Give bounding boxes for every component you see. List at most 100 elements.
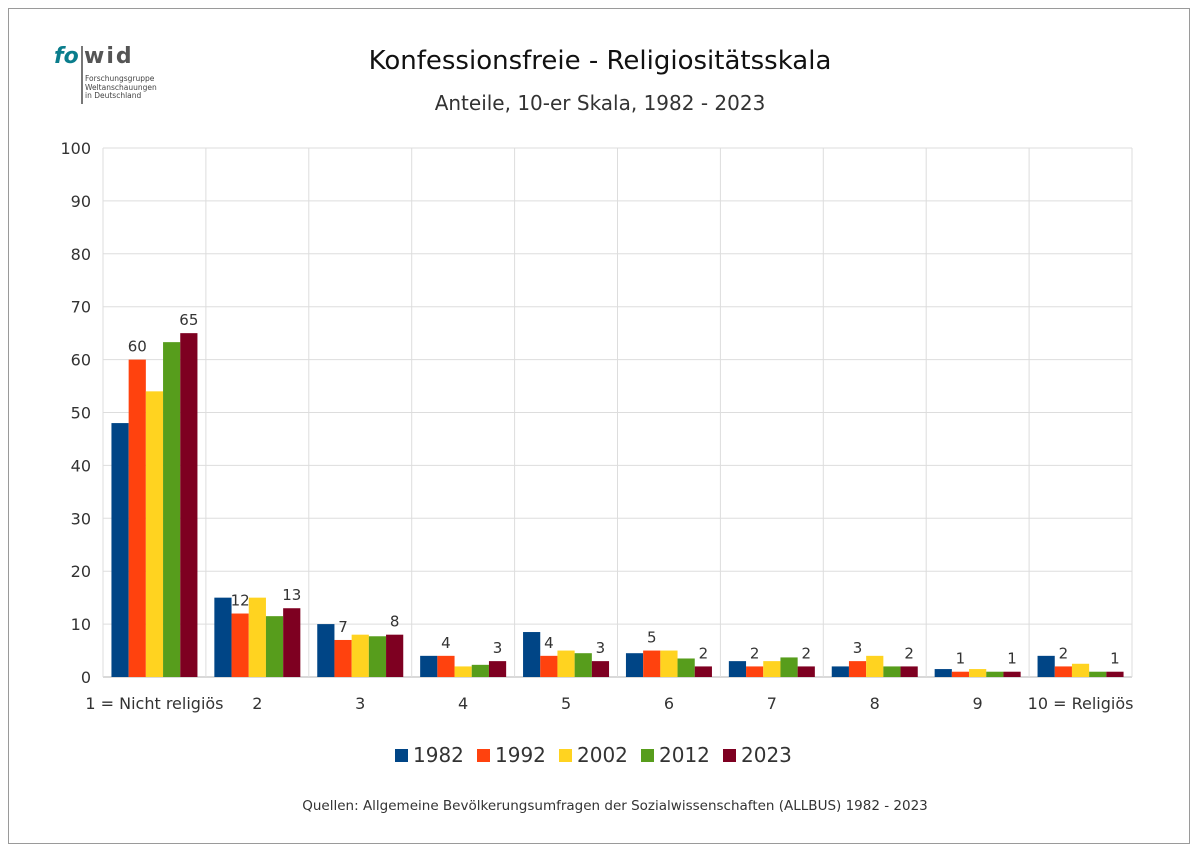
bar-2012-cat-1 — [163, 342, 181, 677]
bar-1982-cat-10 — [1037, 655, 1055, 677]
bar-1992-cat-2 — [231, 613, 249, 677]
bar-2002-cat-6 — [660, 650, 678, 677]
legend: 1982 1992 2002 2012 2023 — [395, 743, 792, 767]
data-label: 12 — [231, 592, 250, 610]
logo-text-wid: wid — [84, 44, 134, 69]
y-tick-label: 50 — [71, 404, 91, 423]
bar-1992-cat-1 — [128, 359, 146, 677]
legend-swatch-2012 — [641, 749, 654, 762]
bar-2002-cat-8 — [866, 655, 884, 677]
y-tick-label: 30 — [71, 509, 91, 528]
bar-2002-cat-5 — [557, 650, 575, 677]
bar-2023-cat-3 — [386, 634, 404, 677]
data-label: 1 — [956, 650, 966, 668]
y-tick-label: 80 — [71, 245, 91, 264]
data-label: 2 — [1059, 644, 1069, 662]
bar-1982-cat-5 — [523, 632, 541, 677]
bar-2002-cat-2 — [248, 597, 266, 677]
bar-2012-cat-2 — [265, 616, 284, 677]
data-label: 1 — [1110, 650, 1120, 668]
source-note: Quellen: Allgemeine Bevölkerungsumfragen… — [302, 798, 928, 814]
fowid-logo: fo wid Forschungsgruppe Weltanschauungen… — [54, 44, 164, 108]
bar-1992-cat-3 — [334, 639, 352, 677]
x-tick-label: 4 — [458, 694, 468, 713]
bar-2012-cat-7 — [780, 657, 798, 677]
data-label: 5 — [647, 629, 657, 647]
bar-2002-cat-1 — [145, 391, 164, 677]
legend-label-2023: 2023 — [741, 743, 792, 767]
bar-2002-cat-4 — [454, 666, 472, 677]
legend-label-2002: 2002 — [577, 743, 628, 767]
x-tick-label: 5 — [561, 694, 571, 713]
bar-2012-cat-3 — [368, 636, 387, 677]
bar-2023-cat-6 — [694, 666, 712, 677]
bar-1992-cat-5 — [540, 655, 558, 677]
x-tick-label: 3 — [355, 694, 365, 713]
bar-1992-cat-8 — [848, 661, 867, 677]
x-tick-label: 6 — [664, 694, 674, 713]
bar-2023-cat-10 — [1106, 671, 1124, 677]
data-label: 2 — [699, 644, 709, 662]
bar-2012-cat-8 — [883, 666, 901, 677]
legend-swatch-2023 — [723, 749, 736, 762]
bar-2012-cat-5 — [574, 653, 592, 677]
bar-2012-cat-6 — [677, 658, 695, 677]
bar-2012-cat-4 — [471, 664, 489, 677]
y-tick-label: 70 — [71, 298, 91, 317]
bar-1982-cat-6 — [625, 653, 644, 677]
x-tick-label: 8 — [870, 694, 880, 713]
chart-subtitle: Anteile, 10-er Skala, 1982 - 2023 — [434, 91, 766, 115]
bar-2023-cat-8 — [900, 666, 918, 677]
x-tick-label: 10 = Religiös — [1028, 694, 1134, 713]
grid-lines — [102, 147, 1133, 678]
bar-1982-cat-3 — [317, 624, 335, 677]
bar-2002-cat-10 — [1071, 663, 1090, 677]
bar-2002-cat-9 — [969, 669, 987, 677]
data-label: 8 — [390, 613, 400, 631]
data-label: 65 — [179, 311, 198, 329]
bar-1982-cat-7 — [728, 661, 747, 677]
bar-1982-cat-4 — [420, 655, 438, 677]
y-tick-label: 60 — [71, 351, 91, 370]
x-tick-label: 9 — [973, 694, 983, 713]
bar-2023-cat-4 — [488, 661, 507, 677]
bar-2023-cat-2 — [283, 608, 301, 677]
y-tick-label: 10 — [71, 615, 91, 634]
legend-label-1982: 1982 — [413, 743, 464, 767]
data-label: 2 — [801, 644, 811, 662]
data-label: 2 — [750, 644, 760, 662]
x-axis: 1 = Nicht religiös 2 3 4 5 6 7 8 9 10 = Religiös — [85, 694, 1133, 713]
bar-1982-cat-1 — [111, 423, 129, 677]
bar-2023-cat-5 — [591, 661, 610, 677]
y-tick-label: 90 — [71, 192, 91, 211]
chart-title: Konfessionsfreie - Religiositätsskala — [368, 46, 832, 76]
y-tick-label: 100 — [60, 139, 91, 158]
legend-swatch-1992 — [477, 749, 490, 762]
x-tick-label: 7 — [767, 694, 777, 713]
y-tick-label: 0 — [81, 668, 91, 687]
logo-tagline: Forschungsgruppe Weltanschauungen in Deu… — [85, 74, 157, 100]
legend-label-2012: 2012 — [659, 743, 710, 767]
chart-frame — [8, 8, 1190, 844]
y-axis: 0 10 20 30 40 50 60 70 80 90 100 — [60, 139, 91, 687]
bar-1992-cat-4 — [437, 655, 455, 677]
bar-1992-cat-6 — [643, 650, 661, 677]
legend-label-1992: 1992 — [495, 743, 546, 767]
legend-swatch-1982 — [395, 749, 408, 762]
logo-divider — [81, 46, 83, 104]
legend-swatch-2002 — [559, 749, 572, 762]
bar-groups — [111, 333, 1124, 677]
bar-1992-cat-7 — [746, 666, 764, 677]
bar-2023-cat-7 — [797, 666, 815, 677]
bar-2023-cat-9 — [1003, 671, 1021, 677]
data-label: 3 — [853, 639, 863, 657]
x-tick-label: 1 = Nicht religiös — [85, 694, 223, 713]
data-label: 1 — [1007, 650, 1017, 668]
data-label: 60 — [128, 338, 147, 356]
bar-1992-cat-10 — [1054, 666, 1072, 677]
bar-2012-cat-9 — [986, 671, 1004, 677]
bar-2023-cat-1 — [180, 333, 198, 677]
data-label: 13 — [282, 586, 301, 604]
